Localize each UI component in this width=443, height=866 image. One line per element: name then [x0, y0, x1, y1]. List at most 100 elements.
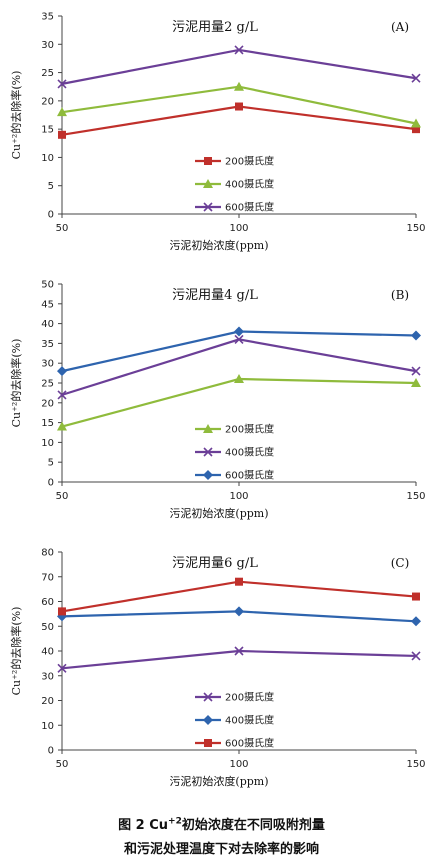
panel-a-series-2-point	[411, 118, 421, 128]
panel-b-legend-swatch-marker	[203, 447, 213, 457]
panel-c-x-axis-title: 污泥初始浓度(ppm)	[169, 774, 268, 788]
panel-c-series-1-point	[234, 646, 244, 656]
panel-a-y-tick-label: 25	[41, 68, 54, 79]
panel-b-series-2-point	[57, 390, 67, 400]
panel-a-series-3-point	[411, 73, 421, 83]
panel-a-legend-swatch-marker	[203, 202, 213, 212]
panel-b-series-1	[57, 374, 421, 431]
panel-b-legend-label: 600摄氏度	[225, 469, 274, 482]
panel-c-legend-label: 200摄氏度	[225, 691, 274, 704]
panel-b-series-3-point	[411, 330, 421, 341]
panel-b-y-tick-label: 5	[48, 458, 54, 469]
panel-a-series-3-point	[57, 79, 67, 89]
panel-a-y-tick-label: 30	[41, 40, 54, 51]
panel-a-legend-label: 200摄氏度	[225, 155, 274, 168]
panel-c-y-tick-label: 30	[41, 671, 54, 682]
panel-a-series-1	[58, 102, 420, 139]
panel-b-series-1-line	[61, 377, 417, 428]
panel-c-y-tick-label: 0	[48, 746, 54, 757]
panel-a-y-tick-label: 0	[48, 210, 54, 221]
panel-c-y-tick-label: 40	[41, 647, 54, 658]
panel-b-y-tick-label: 30	[41, 359, 54, 370]
panel-b-series-1-point	[234, 374, 244, 384]
panel-c-legend-swatch-marker	[204, 739, 212, 747]
panel-b-legend-item-2: 400摄氏度	[195, 446, 274, 459]
panel-b-y-tick-label: 10	[41, 438, 54, 449]
panel-a-x-tick-label: 150	[406, 223, 425, 234]
panel-b-y-tick-label: 0	[48, 478, 54, 489]
panel-b-x-tick-label: 150	[406, 491, 425, 502]
panel-b-series-1-point	[411, 378, 421, 387]
panel-b-y-tick-label: 50	[41, 280, 54, 291]
panel-b-y-tick-label: 25	[41, 379, 54, 390]
panel-a-label: (A)	[391, 20, 409, 34]
panel-a-y-axis-title: Cu⁺²的去除率(%)	[9, 71, 23, 160]
panel-c-legend-item-2: 400摄氏度	[195, 714, 274, 727]
panel-b-legend-item-3: 600摄氏度	[195, 469, 274, 482]
panel-a-y-tick-label: 5	[48, 181, 54, 192]
panel-b-series-3	[57, 326, 421, 377]
panel-b-y-tick-label: 40	[41, 319, 54, 330]
panel-c-series-1-line	[61, 649, 417, 670]
panel-a-legend-swatch-marker	[204, 157, 212, 165]
panel-c-x-tick-label: 100	[229, 759, 248, 770]
panel-a-series-2-point	[57, 107, 67, 117]
panel-b-x-tick-label: 50	[56, 491, 69, 502]
caption-superscript: +2	[168, 816, 182, 827]
panel-b-series-2-line	[61, 338, 417, 396]
panel-a-series-1-point	[58, 130, 66, 139]
caption-suffix: 初始浓度在不同吸附剂量	[181, 818, 325, 833]
panel-b-legend-label: 200摄氏度	[225, 423, 274, 436]
panel-c-series-1-point	[57, 663, 67, 673]
panel-c-y-tick-label: 20	[41, 696, 54, 707]
panel-a-x-tick-label: 50	[56, 223, 69, 234]
panel-b-series-2-point	[411, 366, 421, 376]
panel-b-legend-swatch-marker	[203, 470, 213, 480]
panel-b-legend-item-1: 200摄氏度	[195, 423, 274, 436]
panel-c-series-2-point	[411, 616, 421, 627]
panel-b-legend-label: 400摄氏度	[225, 446, 274, 459]
panel-b-y-tick-label: 20	[41, 398, 54, 409]
panel-a-y-tick-label: 35	[41, 12, 54, 23]
panel-a-series-3-point	[234, 45, 244, 55]
panel-c-series-1	[57, 646, 421, 673]
panel-c-legend-swatch-marker	[203, 715, 213, 725]
panel-b-series-3-point	[234, 326, 244, 337]
panel-c-label: (C)	[391, 556, 410, 570]
panel-a-series-2	[57, 81, 421, 128]
panel-c-series-1-point	[411, 651, 421, 661]
panel-b-y-tick-label: 15	[41, 418, 54, 429]
figure-caption-line1: 图 2 Cu+2初始浓度在不同吸附剂量	[0, 814, 443, 833]
panel-a-series-2-point	[234, 81, 244, 91]
panel-a-x-tick-label: 100	[229, 223, 248, 234]
panel-c-series-3-point	[412, 592, 420, 601]
panel-a-y-tick-label: 10	[41, 153, 54, 164]
panel-c-series-2	[57, 606, 421, 627]
chart-panel-b: 0 5 10 15 20 25 30 35 40 45 50 50 100 150 污泥初始浓度(ppm) C…	[9, 280, 426, 521]
panel-b-label: (B)	[391, 288, 409, 302]
panel-a-legend-label: 600摄氏度	[225, 201, 274, 214]
panel-b-series-3-point	[57, 366, 67, 377]
panel-a-series-1-line	[61, 105, 417, 136]
panel-c-y-tick-label: 60	[41, 597, 54, 608]
panel-c-legend-label: 600摄氏度	[225, 737, 274, 750]
panel-c-x-tick-label: 50	[56, 759, 69, 770]
panel-b-series-1-point	[57, 421, 67, 431]
panel-c-series-3-point	[58, 607, 66, 616]
panel-a-legend-item-3: 600摄氏度	[195, 201, 274, 214]
panel-a-legend-item-2: 400摄氏度	[195, 178, 274, 191]
panel-b-y-tick-label: 45	[41, 299, 54, 310]
panel-c-title: 污泥用量6 g/L	[172, 556, 258, 571]
panel-b-series-2-point	[234, 334, 244, 345]
panel-a-y-tick-label: 20	[41, 96, 54, 107]
panel-b-title: 污泥用量4 g/L	[172, 288, 258, 303]
panel-b-legend-swatch-marker	[203, 424, 213, 433]
panel-c-series-3-point	[235, 577, 243, 586]
panel-a-title: 污泥用量2 g/L	[172, 20, 258, 35]
panel-b-y-axis-title: Cu⁺²的去除率(%)	[9, 339, 23, 428]
panel-a-x-axis-title: 污泥初始浓度(ppm)	[169, 238, 268, 252]
caption-prefix: 图 2 Cu	[118, 818, 169, 833]
panel-a-series-3-line	[61, 48, 417, 85]
panel-b-x-tick-label: 100	[229, 491, 248, 502]
